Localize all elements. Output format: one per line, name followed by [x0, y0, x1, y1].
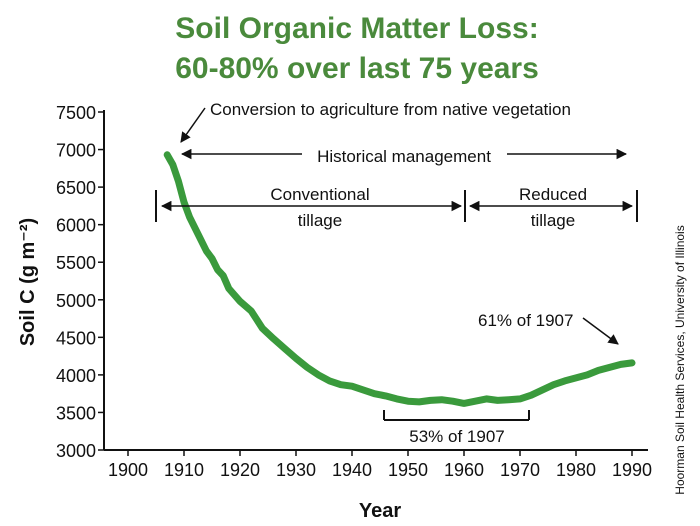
x-tick-label: 1950: [388, 460, 428, 480]
y-tick-label: 7500: [56, 103, 96, 123]
y-axis-ticks: 3000 3500 4000 4500 5000 5500 6000 6500 7000 7500: [56, 103, 104, 461]
annotation-53pct: 53% of 1907: [409, 427, 504, 446]
series-line-soil-c: [163, 151, 636, 407]
annotation-conventional-1: Conventional: [270, 185, 369, 204]
x-tick-label: 1960: [444, 460, 484, 480]
y-tick-label: 7000: [56, 141, 96, 161]
x-tick-label: 1980: [556, 460, 596, 480]
axes: [103, 110, 648, 451]
y-tick-label: 6000: [56, 216, 96, 236]
x-axis-ticks: 1900 1910 1920 1930 1940 1950 1960 1970 1980 1990: [108, 450, 652, 480]
chart-subtitle: 60-80% over last 75 years: [175, 52, 539, 85]
x-tick-label: 1920: [220, 460, 260, 480]
annotation-conversion: Conversion to agriculture from native ve…: [210, 100, 571, 119]
61pct-arrow: [582, 317, 619, 345]
x-tick-label: 1910: [164, 460, 204, 480]
annotation-reduced-2: tillage: [531, 211, 575, 230]
x-tick-label: 1990: [612, 460, 652, 480]
y-axis-label: Soil C (g m⁻²): [17, 218, 39, 346]
credit-text: Hoorman Soil Health Services, University…: [673, 225, 687, 494]
y-tick-label: 3000: [56, 441, 96, 461]
annotation-historical: Historical management: [317, 147, 491, 166]
x-tick-label: 1940: [332, 460, 372, 480]
annotation-61pct: 61% of 1907: [478, 311, 573, 330]
y-tick-label: 5000: [56, 291, 96, 311]
annotation-conventional-2: tillage: [298, 211, 342, 230]
chart-title: Soil Organic Matter Loss:: [175, 12, 538, 45]
x-tick-label: 1970: [500, 460, 540, 480]
annotation-reduced-1: Reduced: [519, 185, 587, 204]
y-tick-label: 4000: [56, 366, 96, 386]
y-tick-label: 4500: [56, 328, 96, 348]
annotations: Conversion to agriculture from native ve…: [155, 100, 638, 446]
x-tick-label: 1930: [276, 460, 316, 480]
x-axis-label: Year: [359, 500, 401, 522]
conversion-arrow: [180, 107, 206, 143]
y-tick-label: 3500: [56, 403, 96, 423]
y-tick-label: 5500: [56, 253, 96, 273]
y-tick-label: 6500: [56, 178, 96, 198]
x-tick-label: 1900: [108, 460, 148, 480]
